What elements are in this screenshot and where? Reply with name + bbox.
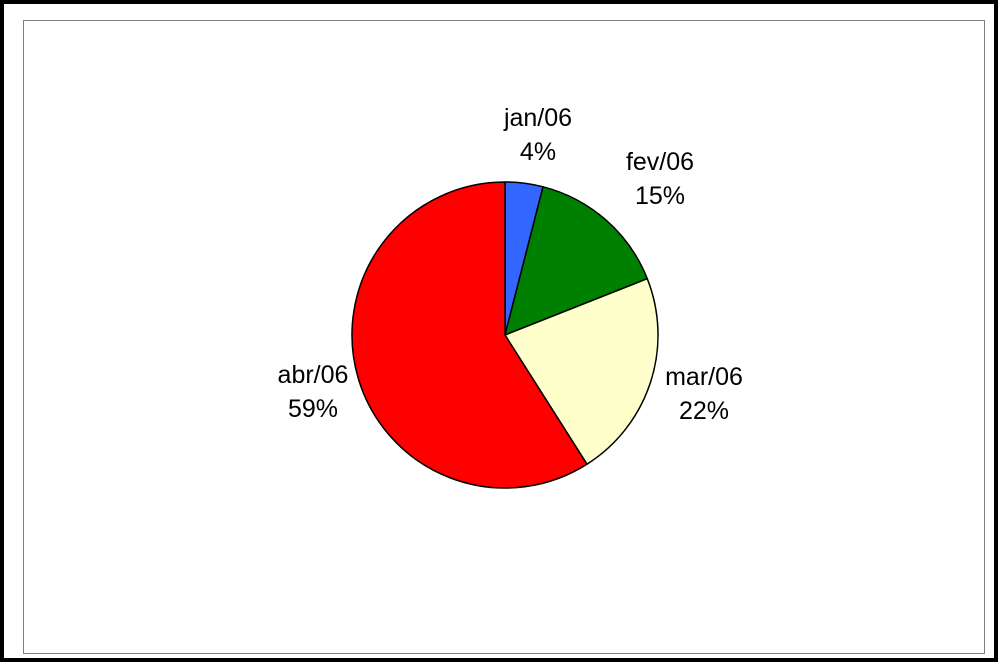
pie-slice-abr-06 [351,181,588,489]
pie-labels: jan/06 4% fev/06 15% mar/06 22% abr/06 59% [278,104,743,425]
slice-category-label: mar/06 [665,363,743,391]
pie-slice-mar-06 [504,277,659,465]
pie-slice-fev-06 [504,186,649,336]
slice-category-label: fev/06 [626,148,694,176]
slice-category-label: jan/06 [503,104,572,132]
slice-category-label: abr/06 [278,361,349,389]
pie-slices [351,181,659,489]
slice-percent-label: 4% [520,138,556,166]
slice-percent-label: 22% [679,397,729,425]
slice-percent-label: 15% [635,182,685,210]
slice-percent-label: 59% [288,395,338,423]
